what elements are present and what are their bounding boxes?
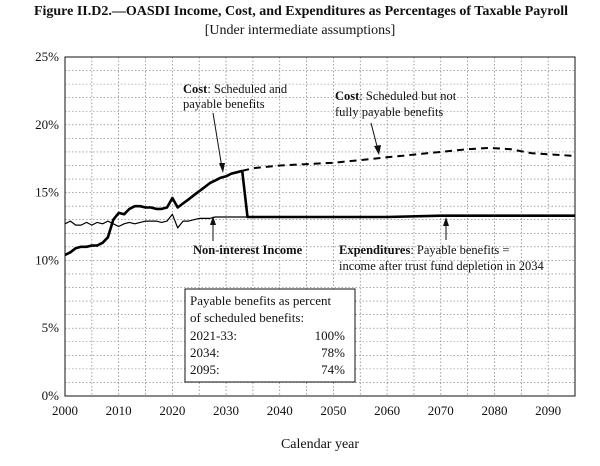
annotation-cost-not-payable-bold: Cost <box>335 89 360 103</box>
series-lines <box>64 146 576 257</box>
x-tick-label: 2080 <box>481 403 507 418</box>
annotation-income-arrowhead <box>210 216 216 225</box>
plot-frame <box>64 56 576 397</box>
y-tick-label: 5% <box>42 320 60 335</box>
y-tick-label: 15% <box>35 185 59 200</box>
annotation-cost-payable: Cost: Scheduled and <box>183 82 288 96</box>
series-expenditures-line <box>240 170 575 219</box>
annotation-cost-payable-rest: : Scheduled and <box>207 82 288 96</box>
x-tick-label: 2070 <box>428 403 454 418</box>
annotation-income: Non-interest Income <box>193 243 303 257</box>
y-tick-label: 25% <box>35 49 59 64</box>
table-row-label: 2034: <box>190 345 220 360</box>
table-row-value: 78% <box>321 345 345 360</box>
x-tick-label: 2050 <box>320 403 346 418</box>
y-axis-ticks: 0% 5% 10% 15% 20% 25% <box>35 49 59 403</box>
annotation-cost-payable-line2: payable benefits <box>183 97 265 111</box>
y-tick-label: 10% <box>35 252 59 267</box>
table-header-line1: Payable benefits as percent <box>190 293 332 308</box>
annotation-expenditures-rest: : Payable benefits = <box>410 243 509 257</box>
x-axis-label: Calendar year <box>281 437 359 452</box>
table-header-line2: of scheduled benefits: <box>190 310 304 325</box>
annotation-cost-not-payable-arrow <box>370 122 379 151</box>
series-cost-not-payable-line <box>241 146 576 172</box>
y-tick-label: 0% <box>42 388 60 403</box>
x-tick-label: 2020 <box>159 403 185 418</box>
table-box <box>184 288 356 383</box>
table-row-label: 2021-33: <box>190 328 237 343</box>
x-tick-label: 2060 <box>374 403 400 418</box>
figure-title: Figure II.D2.—OASDI Income, Cost, and Ex… <box>33 4 569 19</box>
annotation-cost-not-payable-arrowhead <box>374 145 381 155</box>
annotation-cost-not-payable: Cost: Scheduled but not <box>335 89 457 103</box>
annotation-cost-not-payable-line2: fully payable benefits <box>335 105 443 119</box>
y-tick-label: 20% <box>35 117 59 132</box>
gridlines <box>65 57 575 396</box>
figure-subtitle: [Under intermediate assumptions] <box>204 23 396 38</box>
annotation-cost-payable-arrowhead <box>219 163 225 173</box>
annotation-expenditures-line2: income after trust fund depletion in 203… <box>339 259 545 273</box>
x-tick-label: 2030 <box>213 403 239 418</box>
x-tick-label: 2010 <box>106 403 132 418</box>
annotation-cost-not-payable-rest: : Scheduled but not <box>359 89 456 103</box>
payable-benefits-table: Payable benefits as percent of scheduled… <box>184 288 356 383</box>
table-row-value: 74% <box>321 362 345 377</box>
annotation-cost-payable-arrow <box>212 112 223 169</box>
x-tick-label: 2040 <box>267 403 293 418</box>
x-tick-label: 2000 <box>52 403 78 418</box>
series-cost-payable-line <box>64 169 243 257</box>
x-tick-label: 2090 <box>535 403 561 418</box>
x-axis-ticks: 2000 2010 2020 2030 2040 2050 2060 2070 2080 2090 <box>52 403 561 418</box>
annotation-expenditures-bold: Expenditures <box>339 243 410 257</box>
table-row-label: 2095: <box>190 362 220 377</box>
annotation-expenditures-arrowhead <box>443 217 449 226</box>
annotation-expenditures: Expenditures: Payable benefits = <box>339 243 509 257</box>
table-row-value: 100% <box>315 328 346 343</box>
annotation-cost-payable-bold: Cost <box>183 82 208 96</box>
